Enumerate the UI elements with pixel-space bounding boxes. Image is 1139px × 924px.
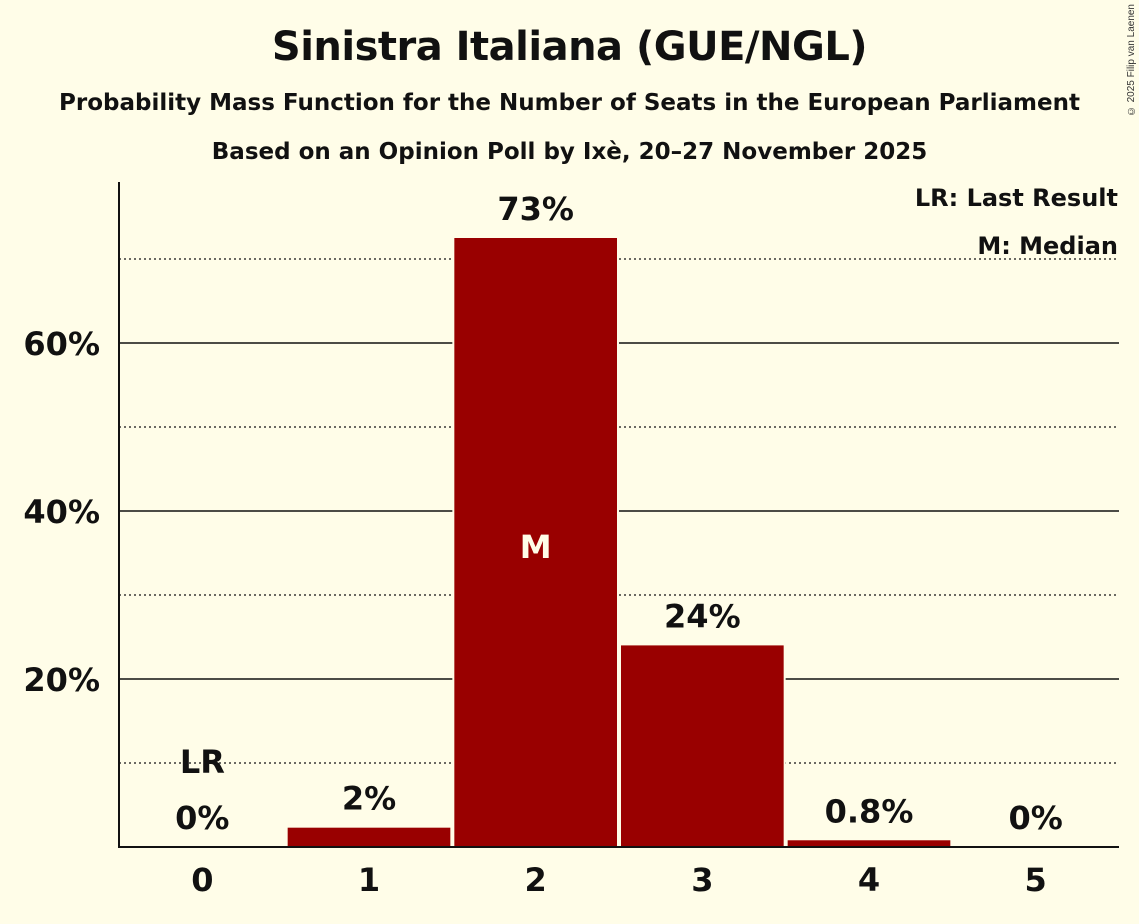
chart-title: Sinistra Italiana (GUE/NGL) xyxy=(271,24,868,70)
x-tick-label: 2 xyxy=(525,861,547,899)
y-tick-label: 60% xyxy=(23,325,100,363)
x-tick-label: 5 xyxy=(1025,861,1047,899)
y-tick-label: 40% xyxy=(23,493,100,531)
x-tick-label: 3 xyxy=(691,861,713,899)
bar-4 xyxy=(787,840,951,847)
bar-value-label: 0.8% xyxy=(825,792,914,830)
chart-source-line: Based on an Opinion Poll by Ixè, 20–27 N… xyxy=(211,139,928,165)
x-tick-label: 4 xyxy=(858,861,880,899)
x-tick-label: 0 xyxy=(191,861,213,899)
bar-value-label: 73% xyxy=(497,190,574,228)
bar-value-label: 0% xyxy=(1009,799,1063,837)
last-result-marker: LR xyxy=(180,743,225,781)
bar-value-label: 0% xyxy=(175,799,229,837)
legend-last-result: LR: Last Result xyxy=(914,184,1118,212)
x-tick-label: 1 xyxy=(358,861,380,899)
y-tick-label: 20% xyxy=(23,661,100,699)
bar-value-label: 2% xyxy=(342,780,396,818)
legend-median: M: Median xyxy=(977,232,1118,260)
bar-3 xyxy=(621,645,784,847)
bar-2 xyxy=(454,238,617,847)
bar-1 xyxy=(287,827,451,847)
median-marker: M xyxy=(520,528,552,566)
chart-subtitle: Probability Mass Function for the Number… xyxy=(59,90,1080,116)
bar-value-label: 24% xyxy=(664,597,741,635)
